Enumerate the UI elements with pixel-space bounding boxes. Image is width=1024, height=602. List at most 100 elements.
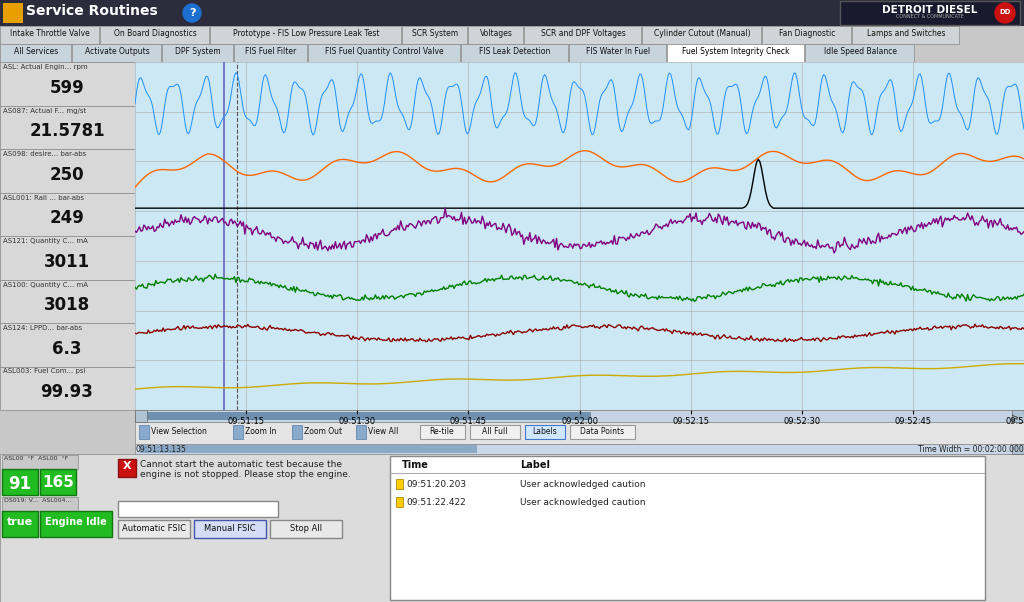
Bar [390, 473, 985, 474]
Bar [667, 44, 804, 62]
Text: Zoom In: Zoom In [245, 427, 276, 436]
Text: X: X [123, 461, 131, 471]
Text: AS100: Quantity C... mA: AS100: Quantity C... mA [3, 282, 88, 288]
Circle shape [995, 3, 1015, 23]
Text: ASL: Actual Engin... rpm: ASL: Actual Engin... rpm [3, 64, 88, 70]
Text: ?: ? [188, 8, 196, 18]
Bar [762, 26, 851, 44]
Bar [524, 26, 641, 44]
Text: 6.3: 6.3 [52, 340, 82, 358]
Bar [356, 425, 366, 439]
Text: Ok: Ok [519, 309, 535, 319]
Bar [135, 444, 1024, 454]
Bar [0, 193, 135, 236]
Text: Intake Throttle Valve: Intake Throttle Valve [10, 29, 90, 38]
Bar [370, 267, 654, 289]
Bar [135, 410, 1024, 422]
Text: On Board Diagnostics: On Board Diagnostics [114, 29, 197, 38]
Bar [2, 469, 38, 495]
Bar [569, 44, 666, 62]
Text: Service Routines: Service Routines [26, 4, 158, 18]
Text: View All: View All [368, 427, 398, 436]
Text: Data Points: Data Points [580, 427, 624, 436]
Text: 09:51:22.422: 09:51:22.422 [406, 498, 466, 507]
Bar [0, 62, 135, 105]
Text: 3011: 3011 [44, 252, 90, 270]
Text: Time Width = 00:02:00.000: Time Width = 00:02:00.000 [919, 445, 1024, 454]
Bar [0, 44, 71, 62]
Text: CONNECT & COMMUNICATE: CONNECT & COMMUNICATE [896, 14, 964, 19]
Bar [396, 497, 403, 507]
Bar [139, 425, 150, 439]
Bar [118, 459, 136, 477]
Bar [570, 425, 635, 439]
Bar [402, 26, 467, 44]
Bar [0, 236, 135, 279]
Bar [0, 279, 135, 323]
Text: FIS Water In Fuel: FIS Water In Fuel [586, 47, 650, 56]
Bar [147, 412, 591, 420]
Text: AS121: Quantity C... mA: AS121: Quantity C... mA [3, 238, 88, 244]
Bar [2, 497, 78, 511]
Circle shape [183, 4, 201, 22]
Text: User acknowledged caution: User acknowledged caution [520, 498, 645, 507]
Text: DD: DD [999, 9, 1011, 15]
Text: FIS Fuel Filter: FIS Fuel Filter [246, 47, 297, 56]
Text: Engine Idle: Engine Idle [45, 517, 106, 527]
Text: DS019: V...  ASL004...: DS019: V... ASL004... [4, 498, 72, 503]
Bar [358, 215, 666, 370]
Text: AS124: LPPD... bar-abs: AS124: LPPD... bar-abs [3, 325, 82, 331]
Text: FIS Leak Detection: FIS Leak Detection [479, 47, 551, 56]
Text: ASL003: Fuel Com... psi: ASL003: Fuel Com... psi [3, 368, 85, 374]
Text: Fan Diagnostic: Fan Diagnostic [779, 29, 836, 38]
Bar [470, 425, 520, 439]
Bar [118, 520, 190, 538]
Bar [135, 422, 1024, 444]
Text: 09:51:20.203: 09:51:20.203 [406, 480, 466, 489]
Text: engine is not stopped. Please stop the engine.: engine is not stopped. Please stop the e… [140, 470, 351, 479]
Bar [0, 0, 1024, 26]
Bar [210, 26, 401, 44]
Bar [0, 105, 135, 149]
Text: AS098: desire... bar-abs: AS098: desire... bar-abs [3, 151, 86, 157]
Text: Fuel System Integrity Check: Fuel System Integrity Check [682, 47, 790, 56]
Bar [135, 410, 147, 422]
Text: Re-tile: Re-tile [430, 427, 455, 436]
Text: All Services: All Services [14, 47, 58, 56]
Text: Zoom Out: Zoom Out [304, 427, 342, 436]
Text: FIS Fuel Quantity Control Valve: FIS Fuel Quantity Control Valve [325, 47, 443, 56]
Bar [390, 456, 985, 600]
Text: Voltages: Voltages [479, 29, 512, 38]
Text: Idle Speed Balance: Idle Speed Balance [823, 47, 896, 56]
Text: All Full: All Full [482, 427, 508, 436]
Text: true: true [7, 517, 33, 527]
Bar [0, 367, 135, 410]
Bar [233, 425, 243, 439]
Bar [162, 44, 233, 62]
Bar [566, 305, 634, 325]
Text: Cannot start the automatic test because the: Cannot start the automatic test because … [140, 460, 342, 469]
Text: ASL001: Rail ... bar-abs: ASL001: Rail ... bar-abs [3, 194, 84, 200]
Bar [1012, 410, 1024, 422]
Bar [0, 26, 99, 44]
Text: Activate Outputs: Activate Outputs [85, 47, 150, 56]
Bar [0, 323, 135, 367]
Bar [805, 44, 914, 62]
Text: ASL00  °F  ASL00  °F: ASL00 °F ASL00 °F [4, 456, 69, 461]
Bar [40, 469, 76, 495]
Bar [40, 511, 112, 537]
Text: DPF System: DPF System [175, 47, 221, 56]
Text: View Selection: View Selection [151, 427, 207, 436]
Bar [234, 44, 307, 62]
Text: Manual FSIC: Manual FSIC [204, 524, 256, 533]
Bar [0, 149, 135, 193]
Text: 21.5781: 21.5781 [30, 122, 104, 140]
Bar [642, 26, 761, 44]
Bar [72, 44, 161, 62]
Text: 249: 249 [49, 209, 84, 227]
Text: 165: 165 [42, 475, 74, 490]
Text: 99.93: 99.93 [41, 383, 93, 401]
Text: 09:51:13.135: 09:51:13.135 [135, 445, 186, 454]
Bar [852, 26, 959, 44]
Text: Automatic FSIC: Automatic FSIC [122, 524, 186, 533]
